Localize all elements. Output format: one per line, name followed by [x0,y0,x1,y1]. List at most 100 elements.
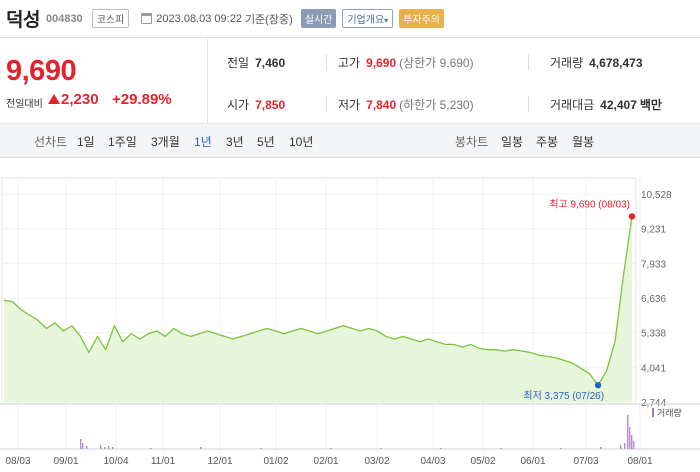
volume-bar [624,443,626,449]
volume-bar [330,448,332,449]
stock-name: 덕성 [6,10,40,31]
tab-1y[interactable]: 1년 [194,135,212,149]
volume-bar [82,443,84,449]
low-marker [594,381,602,389]
high-annotation: 최고 9,690 (08/03) [549,198,630,210]
stat-prev-close: 전일 7,460 [227,54,285,71]
divider [528,54,529,70]
x-tick-label: 12/01 [207,456,232,467]
stat-volume: 거래량 4,678,473 [550,54,643,71]
volume-bar [631,435,633,449]
stat-label: 시가 [227,98,250,112]
tab-1w[interactable]: 1주일 [108,135,137,149]
chart-tabs: 선차트 1일 1주일 3개월 1년 3년 5년 10년 봉차트 일봉 주봉 월봉 [0,123,700,158]
price-area [4,216,632,402]
company-overview-dropdown[interactable]: 기업개요▾ [342,9,394,28]
x-tick-label: 11/01 [151,456,176,467]
current-price: 9,690 [6,55,77,87]
x-tick-label: 02/01 [313,456,338,467]
price-panel: 9,690 전일대비 2,230 +29.89% [0,39,208,123]
stat-label: 전일 [227,56,250,70]
volume-bar [260,448,262,449]
y-tick-label: 6,636 [641,294,666,305]
x-tick-label: 05/02 [470,456,495,467]
price-line [3,216,633,387]
line-chart-label: 선차트 [34,135,68,149]
stat-amount: 거래대금 42,407 백만 [550,96,662,113]
y-tick-label: 4,041 [641,363,666,374]
investment-warning-badge: 투자주의 [399,9,444,28]
y-tick-label: 7,933 [641,259,666,270]
up-arrow-icon [48,94,60,104]
y-tick-label: 5,338 [641,329,666,340]
x-tick-label: 03/02 [364,456,389,467]
low-annotation: 최저 3,375 (07/26) [523,390,604,402]
x-tick-label: 08/03 [5,456,30,467]
stat-value: 7,840 [366,98,397,112]
divider [326,54,327,70]
price-rate: +29.89% [112,91,172,108]
tab-3y[interactable]: 3년 [226,135,244,149]
tab-3m[interactable]: 3개월 [151,135,180,149]
datetime: 2023.08.03 09:22 [156,12,242,25]
volume-bar [200,447,202,449]
volume-bar [150,448,152,449]
stat-label: 고가 [338,56,361,70]
datetime-suffix: 기준(장중) [244,13,293,26]
tab-1d[interactable]: 1일 [77,135,95,149]
tab-weekly[interactable]: 주봉 [536,135,559,149]
volume-bar [100,445,102,449]
stats-panel: 전일 7,460 고가 9,690 (상한가 9,690) 거래량 4,678,473 … [209,39,700,123]
stat-sub: (상한가 9,690) [399,56,474,70]
stat-value: 42,407 [600,98,637,112]
price-chart: 10,528 9,231 7,933 6,636 5,338 4,041 2,744 최고 9… [0,158,700,472]
stock-code: 004830 [45,12,83,25]
stat-label: 거래량 [550,56,584,70]
stat-label: 거래대금 [550,98,595,112]
x-tick-label: 08/01 [627,456,652,467]
volume-bar [629,427,631,449]
volume-bar [80,439,82,449]
y-tick-label: 9,231 [641,225,666,236]
volume-legend: 거래량 [657,407,682,418]
candle-chart-label: 봉차트 [455,135,489,149]
stat-open: 시가 7,850 [227,96,285,113]
volume-legend-swatch [652,408,654,417]
tab-monthly[interactable]: 월봉 [572,135,595,149]
x-tick-label: 09/01 [53,456,78,467]
stat-value: 9,690 [366,56,397,70]
tab-5y[interactable]: 5년 [257,135,275,149]
volume-bar [620,445,622,449]
stat-unit: 백만 [639,98,662,112]
x-tick-label: 07/03 [573,456,598,467]
tab-10y[interactable]: 10년 [289,135,314,149]
volume-bar [560,448,562,449]
volume-bar [440,448,442,449]
volume-bar [627,415,629,449]
volume-bar [104,447,106,449]
price-change: 2,230 [61,91,99,108]
stat-high: 고가 9,690 (상한가 9,690) [338,54,474,71]
x-tick-label: 06/01 [520,456,545,467]
x-tick-label: 01/02 [263,456,288,467]
volume-bar [500,448,502,449]
divider [326,96,327,112]
volume-bar [380,448,382,449]
realtime-button[interactable]: 실시간 [300,9,337,28]
volume-bar [600,447,602,449]
stat-value: 4,678,473 [589,56,643,70]
volume-bar [633,441,635,449]
calendar-icon [141,13,153,24]
stat-low: 저가 7,840 (하한가 5,230) [338,96,474,113]
volume-bar [86,446,88,449]
stat-value: 7,850 [255,98,286,112]
tab-daily[interactable]: 일봉 [501,135,524,149]
company-overview-label: 기업개요 [347,15,385,26]
x-tick-label: 04/03 [420,456,445,467]
stat-label: 저가 [338,98,361,112]
volume-bar [112,447,114,449]
volume-bar [108,446,110,449]
x-tick-label: 10/04 [103,456,128,467]
divider [528,96,529,112]
